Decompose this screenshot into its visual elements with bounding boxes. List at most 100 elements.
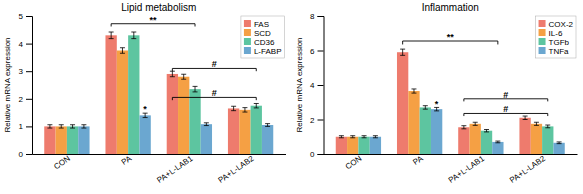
- bar: [336, 137, 347, 154]
- error-bar-line: [83, 125, 84, 128]
- error-bar-cap: [204, 125, 209, 126]
- panel: 012345CONPAPA+L-LAB1PA+L-LAB2Lipid metab…: [3, 2, 286, 185]
- error-bar-cap: [400, 55, 405, 56]
- error-bar-line: [206, 123, 207, 126]
- error-bar-cap: [434, 110, 439, 111]
- error-bar-cap: [109, 32, 114, 33]
- y-tick: 2: [310, 116, 323, 125]
- error-bar: [484, 130, 489, 132]
- bar-series: [358, 107, 553, 154]
- error-bar: [131, 32, 136, 39]
- bar: [470, 124, 481, 154]
- error-bar-cap: [373, 137, 378, 138]
- error-bar-cap: [193, 91, 198, 92]
- error-bar-line: [425, 106, 426, 109]
- bar: [105, 35, 116, 154]
- error-bar-cap: [70, 124, 75, 125]
- bar: [358, 137, 369, 154]
- legend-swatch: [539, 47, 546, 54]
- tick-label: 4: [310, 81, 315, 90]
- tick-mark: [26, 16, 32, 17]
- annotation: #: [212, 59, 217, 69]
- plot-area: [336, 49, 565, 154]
- error-bar-cap: [242, 112, 247, 113]
- y-tick: 4: [19, 40, 32, 49]
- error-bar-cap: [47, 124, 52, 125]
- annotation: *: [143, 104, 147, 114]
- error-bar-cap: [545, 127, 550, 128]
- bar-series: [336, 52, 531, 154]
- x-axis: CONPAPA+L-LAB1PA+L-LAB2: [33, 153, 287, 185]
- bar: [228, 108, 239, 154]
- error-bar: [70, 125, 75, 128]
- error-bar-cap: [339, 137, 344, 138]
- legend-swatch: [244, 38, 251, 45]
- bar: [531, 124, 542, 154]
- error-bar-line: [525, 116, 526, 119]
- error-bar-line: [413, 89, 414, 93]
- error-bar: [545, 125, 550, 128]
- tick-label: PA+L-LAB1: [447, 154, 487, 185]
- bar-series: [347, 91, 542, 154]
- tick-mark: [26, 154, 32, 155]
- error-bar-cap: [339, 135, 344, 136]
- bar: [167, 74, 178, 154]
- panel: 02468CONPAPA+L-LAB1PA+L-LAB2Inflammation…: [295, 2, 578, 185]
- bar: [458, 127, 469, 154]
- legend: FASSCDCD36L-FABP: [241, 16, 285, 58]
- error-bar: [461, 126, 466, 129]
- tick-label: 1: [19, 122, 24, 131]
- y-tick: 4: [310, 81, 323, 90]
- y-tick: 3: [19, 67, 32, 76]
- error-bar-line: [49, 125, 50, 128]
- tick-label: PA+L-LAB2: [217, 154, 257, 185]
- error-bar-line: [267, 124, 268, 127]
- y-tick: 0: [310, 150, 323, 159]
- error-bar-cap: [47, 128, 52, 129]
- bar: [519, 118, 530, 154]
- error-bar: [373, 136, 378, 138]
- error-bar-cap: [557, 141, 562, 142]
- legend-label: TGFb: [549, 38, 570, 47]
- error-bar: [109, 32, 114, 39]
- y-tick: 8: [310, 12, 323, 21]
- bar: [553, 143, 564, 154]
- tick-label: PA+L-LAB1: [155, 154, 195, 185]
- error-bar-line: [133, 32, 134, 39]
- tick-mark: [318, 51, 324, 52]
- bar: [370, 137, 381, 154]
- error-bar-cap: [254, 107, 259, 108]
- error-bar: [400, 49, 405, 55]
- error-bar-cap: [484, 129, 489, 130]
- annotation: **: [150, 15, 158, 25]
- error-bar: [59, 125, 64, 128]
- error-bar-cap: [81, 124, 86, 125]
- bar: [397, 52, 408, 154]
- error-bar-cap: [181, 74, 186, 75]
- error-bar-line: [244, 108, 245, 112]
- error-bar: [193, 86, 198, 92]
- error-bar-line: [233, 106, 234, 110]
- x-tick: PA+L-LAB2: [508, 154, 548, 185]
- bar-series: [370, 109, 565, 154]
- error-bars: [373, 107, 562, 143]
- tick-label: 0: [310, 150, 315, 159]
- tick-label: 3: [19, 67, 24, 76]
- error-bar-cap: [423, 109, 428, 110]
- error-bar-cap: [523, 116, 528, 117]
- error-bar-cap: [557, 143, 562, 144]
- error-bar-cap: [534, 122, 539, 123]
- tick-mark: [318, 85, 324, 86]
- error-bar: [534, 122, 539, 125]
- legend-swatch: [539, 29, 546, 36]
- legend-label: SCD: [254, 29, 271, 38]
- figure: 012345CONPAPA+L-LAB1PA+L-LAB2Lipid metab…: [0, 0, 583, 194]
- y-axis-title: Relative mRNA expression: [295, 37, 304, 132]
- error-bar-cap: [59, 128, 64, 129]
- error-bar-cap: [120, 47, 125, 48]
- tick-label: PA: [411, 153, 425, 167]
- y-axis: 012345: [19, 12, 33, 159]
- error-bar-cap: [350, 137, 355, 138]
- tick-label: PA: [120, 153, 134, 167]
- error-bar-line: [547, 125, 548, 128]
